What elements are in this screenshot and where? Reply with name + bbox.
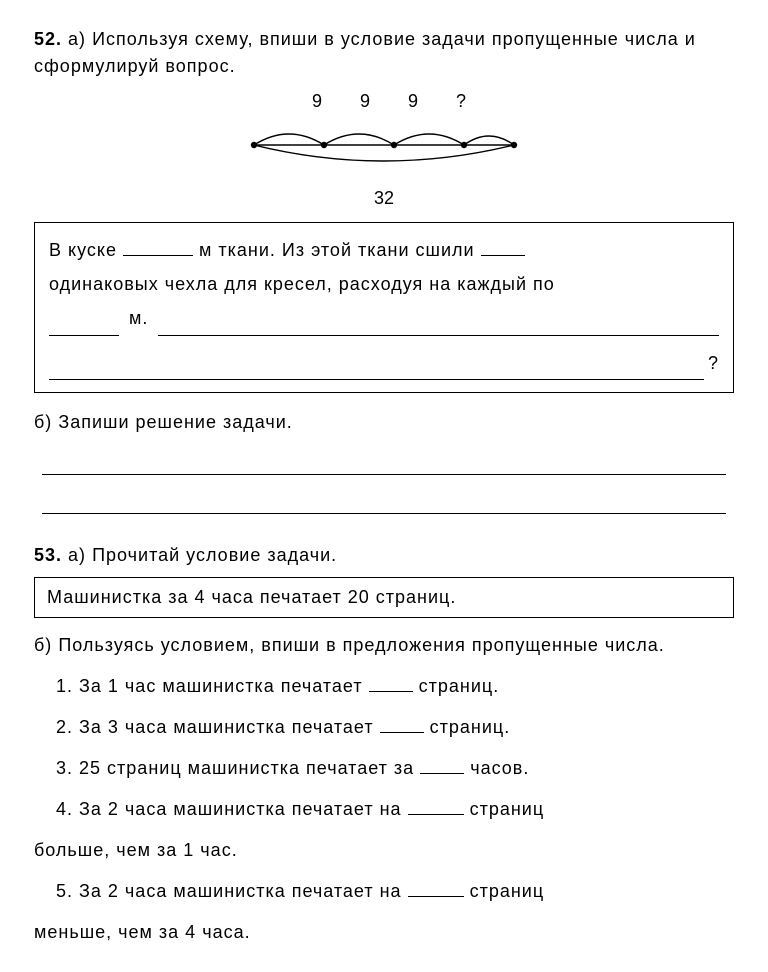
problem-52: 52. а) Используя схему, впиши в условие … [34, 26, 734, 514]
s4-num: 4. [56, 799, 73, 819]
s4-c: больше, чем за 1 час. [34, 840, 238, 860]
arc-value-2: 9 [360, 88, 370, 115]
blank-total[interactable] [123, 237, 193, 256]
answer-line-1[interactable] [42, 450, 726, 475]
p52-intro: 52. а) Используя схему, впиши в условие … [34, 26, 734, 80]
box-qmark: ? [708, 346, 719, 380]
box-line-2: одинаковых чехла для кресел, расходуя на… [49, 267, 719, 301]
arc-value-3: 9 [408, 88, 418, 115]
blank-per[interactable] [49, 317, 119, 336]
sentence-2: 2. За 3 часа машинистка печатает страниц… [34, 714, 734, 741]
question-line-1[interactable] [158, 317, 719, 336]
sentence-3: 3. 25 страниц машинистка печатает за час… [34, 755, 734, 782]
s3-a: 25 страниц машинистка печатает за [79, 758, 414, 778]
blank-count[interactable] [481, 237, 525, 256]
box-line-1: В куске м ткани. Из этой ткани сшили [49, 233, 719, 267]
condition-box: Машинистка за 4 часа печатает 20 страниц… [34, 577, 734, 618]
s4-blank[interactable] [408, 796, 464, 815]
s1-blank[interactable] [369, 673, 413, 692]
s2-b: страниц. [430, 717, 511, 737]
answer-line-2[interactable] [42, 489, 726, 514]
p52-part-a-label: а) [68, 29, 86, 49]
sentence-4: 4. За 2 часа машинистка печатает на стра… [34, 796, 734, 823]
condition-text: Машинистка за 4 часа печатает 20 страниц… [47, 587, 456, 607]
s2-blank[interactable] [380, 714, 424, 733]
s5-c: меньше, чем за 4 часа. [34, 922, 251, 942]
s5-blank[interactable] [408, 878, 464, 897]
box-t2: м ткани. Из этой ткани сшили [199, 240, 475, 260]
p53-part-b-text: Пользуясь условием, впиши в предложения … [58, 635, 664, 655]
p53-part-a-text: Прочитай условие задачи. [92, 545, 337, 565]
s2-num: 2. [56, 717, 73, 737]
problem-53: 53. а) Прочитай условие задачи. Машинист… [34, 542, 734, 946]
p53-part-a-label: а) [68, 545, 86, 565]
arc-value-4: ? [456, 88, 466, 115]
sentence-5: 5. За 2 часа машинистка печатает на стра… [34, 878, 734, 905]
s5-num: 5. [56, 881, 73, 901]
s4-a: За 2 часа машинистка печатает на [79, 799, 402, 819]
diagram-svg-wrap [34, 115, 734, 183]
p52-part-b-label: б) [34, 412, 52, 432]
box-t1: В куске [49, 240, 117, 260]
s1-b: страниц. [419, 676, 500, 696]
answer-lines [34, 450, 734, 514]
s5-a: За 2 часа машинистка печатает на [79, 881, 402, 901]
s2-a: За 3 часа машинистка печатает [79, 717, 374, 737]
sentence-1: 1. За 1 час машинистка печатает страниц. [34, 673, 734, 700]
p52-intro-text: Используя схему, впиши в условие задачи … [34, 29, 696, 76]
box-t3: одинаковых чехла для кресел, расходуя на… [49, 274, 555, 294]
diagram-svg [234, 115, 534, 175]
box-line-4: ? [49, 346, 719, 380]
p52-part-b-text: Запиши решение задачи. [58, 412, 292, 432]
arc-value-1: 9 [312, 88, 322, 115]
total-label: 32 [34, 185, 734, 212]
p52-number: 52. [34, 29, 62, 49]
sentence-4-cont: больше, чем за 1 час. [34, 837, 734, 864]
s3-b: часов. [470, 758, 529, 778]
p53-part-b: б) Пользуясь условием, впиши в предложен… [34, 632, 734, 659]
s4-b: страниц [470, 799, 545, 819]
s5-b: страниц [470, 881, 545, 901]
p53-number: 53. [34, 545, 62, 565]
s3-num: 3. [56, 758, 73, 778]
p53-part-b-label: б) [34, 635, 52, 655]
sentence-5-cont: меньше, чем за 4 часа. [34, 919, 734, 946]
s1-a: За 1 час машинистка печатает [79, 676, 363, 696]
p52-part-b: б) Запиши решение задачи. [34, 409, 734, 436]
arc-labels: 9 9 9 ? [302, 88, 466, 115]
box-line-3: м. [49, 301, 719, 335]
question-line-2[interactable] [49, 361, 704, 380]
s1-num: 1. [56, 676, 73, 696]
segment-diagram: 9 9 9 ? 32 [34, 88, 734, 212]
sentence-list: 1. За 1 час машинистка печатает страниц.… [34, 673, 734, 946]
p53-part-a: 53. а) Прочитай условие задачи. [34, 542, 734, 569]
s3-blank[interactable] [420, 755, 464, 774]
box-t4: м. [129, 301, 148, 335]
problem-text-box: В куске м ткани. Из этой ткани сшили оди… [34, 222, 734, 393]
